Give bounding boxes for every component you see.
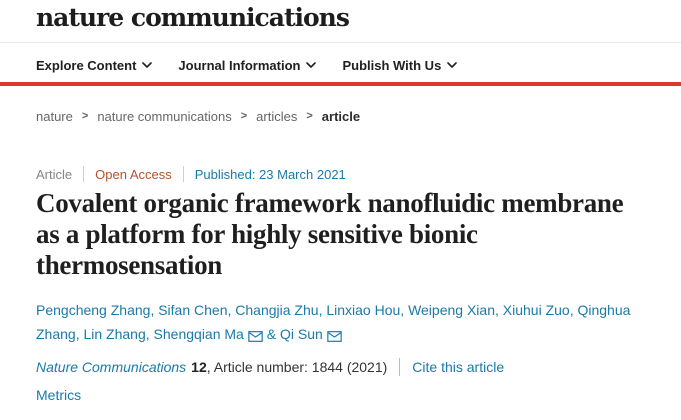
journal-logo[interactable]: nature communications — [36, 3, 350, 32]
breadcrumb-separator-icon: > — [81, 109, 89, 122]
breadcrumb-current: article — [321, 109, 361, 124]
journal-link[interactable]: Nature Communications — [36, 359, 187, 375]
article-meta-row: Article Open Access Published: 23 March … — [36, 166, 346, 182]
citation-divider — [399, 358, 401, 376]
citation-line: Nature Communications 12, Article number:… — [36, 358, 504, 376]
meta-divider — [83, 166, 85, 182]
breadcrumb-articles[interactable]: articles — [256, 109, 298, 124]
top-navigation: Explore Content Journal Information Publ… — [36, 55, 458, 75]
author-link[interactable]: Shengqian Ma — [153, 326, 244, 342]
header-divider — [0, 42, 681, 43]
chevron-down-icon — [142, 62, 153, 68]
email-icon[interactable] — [327, 323, 342, 347]
author-link[interactable]: Changjia Zhu — [235, 302, 319, 318]
chevron-down-icon — [447, 62, 458, 68]
breadcrumb-nature[interactable]: nature — [36, 109, 73, 124]
author-link[interactable]: Sifan Chen — [158, 302, 228, 318]
article-title-line: as a platform for highly sensitive bioni… — [36, 219, 478, 249]
nav-label: Publish With Us — [342, 57, 442, 73]
article-number: , Article number: 1844 (2021) — [206, 359, 388, 375]
author-link[interactable]: Qi Sun — [279, 326, 323, 342]
nav-explore-content[interactable]: Explore Content — [36, 57, 153, 73]
open-access-badge: Open Access — [95, 166, 172, 182]
article-title-line: Covalent organic framework nanofluidic m… — [36, 188, 624, 218]
breadcrumb-separator-icon: > — [306, 109, 313, 122]
author-link[interactable]: Qinghua Zhang — [36, 302, 631, 342]
nav-label: Explore Content — [36, 57, 137, 73]
author-link[interactable]: Lin Zhang — [83, 326, 146, 342]
cite-this-article-link[interactable]: Cite this article — [412, 359, 505, 375]
chevron-down-icon — [306, 62, 317, 68]
author-link[interactable]: Linxiao Hou — [326, 302, 401, 318]
breadcrumb-nature-communications[interactable]: nature communications — [97, 109, 232, 124]
email-icon[interactable] — [248, 323, 263, 347]
nav-journal-information[interactable]: Journal Information — [178, 57, 317, 73]
nav-label: Journal Information — [178, 57, 301, 73]
author-link[interactable]: Pengcheng Zhang — [36, 302, 151, 318]
author-separator: & — [262, 326, 280, 342]
author-list: Pengcheng Zhang, Sifan Chen, Changjia Zh… — [36, 298, 668, 347]
nav-publish-with-us[interactable]: Publish With Us — [342, 57, 458, 73]
volume-number: 12 — [191, 359, 207, 375]
article-title: Covalent organic framework nanofluidic m… — [36, 188, 624, 281]
article-type-label: Article — [36, 166, 73, 182]
breadcrumb: nature > nature communications > article… — [36, 109, 360, 124]
brand-red-bar — [0, 82, 681, 86]
published-date: Published: 23 March 2021 — [194, 166, 346, 182]
article-title-line: thermosensation — [36, 250, 222, 280]
meta-divider — [182, 166, 184, 182]
author-link[interactable]: Xiuhui Zuo — [502, 302, 570, 318]
breadcrumb-separator-icon: > — [240, 109, 248, 122]
metrics-link[interactable]: Metrics — [36, 387, 82, 403]
author-link[interactable]: Weipeng Xian — [408, 302, 495, 318]
